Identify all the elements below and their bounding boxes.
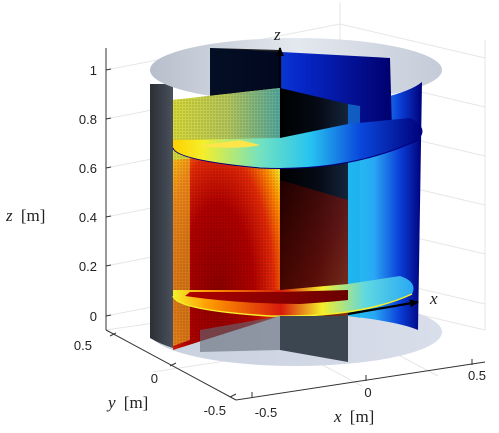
- x-axis: -0.5 0 0.5 x [m]: [255, 368, 486, 426]
- disk-upper: [172, 118, 423, 169]
- x-arrow: x: [347, 289, 438, 316]
- y-axis-label: y [m]: [106, 393, 148, 412]
- x-axis-label: x [m]: [333, 407, 374, 426]
- z-tick-label: 0: [90, 309, 97, 324]
- z-tick-label: 0.4: [79, 210, 97, 225]
- x-tick-label: 0: [364, 385, 371, 400]
- x-tick-label: 0.5: [468, 368, 486, 383]
- front-cross-plate: [200, 316, 348, 362]
- x-arrow-label: x: [429, 289, 438, 308]
- x-tick-label: -0.5: [255, 405, 277, 420]
- y-axis: 0.5 0 -0.5 y [m]: [74, 338, 226, 418]
- z-tick-label: 0.8: [79, 112, 97, 127]
- z-axis-label: z [m]: [5, 206, 45, 225]
- disk-lower: [172, 276, 414, 317]
- z-tick-label: 0.2: [79, 259, 97, 274]
- front-right-slice: [280, 88, 360, 318]
- z-arrow-label: z: [273, 25, 281, 44]
- z-arrow: z: [273, 25, 284, 88]
- y-tick-label: 0: [151, 371, 158, 386]
- y-tick-label: 0.5: [74, 338, 92, 353]
- y-tick-label: -0.5: [204, 403, 226, 418]
- z-tick-label: 0.6: [79, 161, 97, 176]
- z-axis: 1 0.8 0.6 0.4 0.2 0 z [m]: [5, 63, 97, 324]
- z-tick-label: 1: [90, 63, 97, 78]
